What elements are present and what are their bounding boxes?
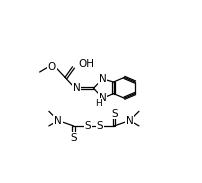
Text: OH: OH xyxy=(78,59,94,69)
Text: N: N xyxy=(54,115,62,126)
Text: O: O xyxy=(48,62,56,72)
Text: N: N xyxy=(73,83,80,93)
Text: S: S xyxy=(96,121,103,131)
Text: N: N xyxy=(126,115,134,126)
Text: N: N xyxy=(99,93,107,103)
Text: S: S xyxy=(70,133,77,143)
Text: S: S xyxy=(85,121,92,131)
Text: H: H xyxy=(95,99,102,108)
Text: S: S xyxy=(111,109,118,119)
Text: N: N xyxy=(99,74,107,84)
